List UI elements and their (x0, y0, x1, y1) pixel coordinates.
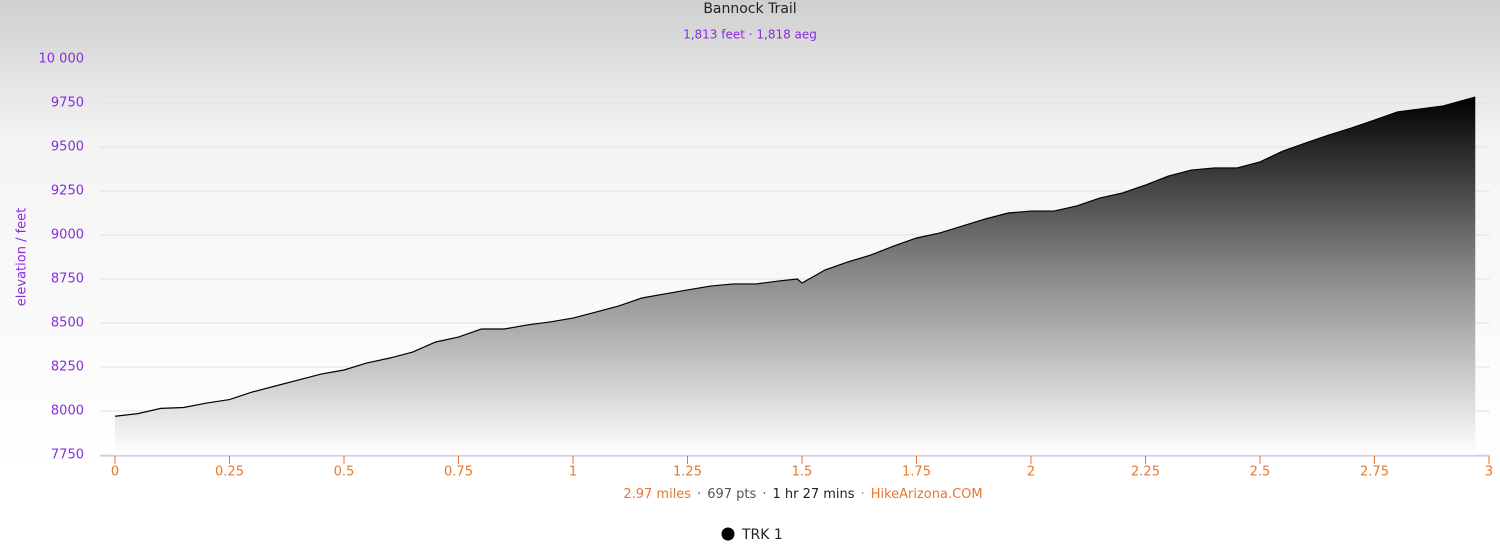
y-tick-label: 9750 (51, 96, 84, 111)
x-tick-label: 0.75 (444, 465, 473, 480)
y-tick-label: 9250 (51, 184, 84, 199)
area (115, 97, 1476, 456)
x-tick-label: 2.25 (1131, 465, 1160, 480)
y-tick-label: 10 000 (39, 52, 85, 67)
x-title-part: 2.97 miles (623, 487, 691, 502)
y-tick-label: 8500 (51, 316, 84, 331)
x-tick-label: 2.5 (1250, 465, 1271, 480)
y-tick-label: 8750 (51, 272, 84, 287)
legend[interactable]: TRK 1 (721, 527, 783, 543)
chart-subtitle: 1,813 feet · 1,818 aeg (683, 28, 817, 42)
x-tick-label: 1 (569, 465, 577, 480)
x-tick-label: 1.25 (673, 465, 702, 480)
y-tick-label: 7750 (51, 448, 84, 463)
chart-title: Bannock Trail (703, 1, 796, 17)
x-title-separator: · (762, 487, 766, 502)
x-tick-label: 0 (111, 465, 119, 480)
x-tick-label: 3 (1485, 465, 1493, 480)
x-tick-label: 0.5 (334, 465, 355, 480)
x-title-separator: · (697, 487, 701, 502)
x-tick-label: 1.75 (902, 465, 931, 480)
y-tick-label: 8000 (51, 404, 84, 419)
y-tick-label: 8250 (51, 360, 84, 375)
x-title-separator: · (861, 487, 865, 502)
x-title-part: 1 hr 27 mins (772, 487, 854, 502)
x-tick-label: 0.25 (215, 465, 244, 480)
x-axis-title: 2.97 miles · 697 pts · 1 hr 27 mins · HikeAriz… (623, 487, 982, 502)
x-tick-label: 2 (1027, 465, 1035, 480)
legend-label[interactable]: TRK 1 (741, 527, 783, 543)
x-tick-label: 1.5 (792, 465, 813, 480)
x-title-part: 697 pts (707, 487, 756, 502)
legend-symbol (721, 527, 735, 541)
line (114, 96, 1476, 417)
y-axis-title: elevation / feet (15, 208, 30, 306)
y-tick-label: 9500 (51, 140, 84, 155)
x-tick-label: 2.75 (1360, 465, 1389, 480)
y-tick-label: 9000 (51, 228, 84, 243)
x-title-part: HikeArizona.COM (871, 487, 983, 502)
